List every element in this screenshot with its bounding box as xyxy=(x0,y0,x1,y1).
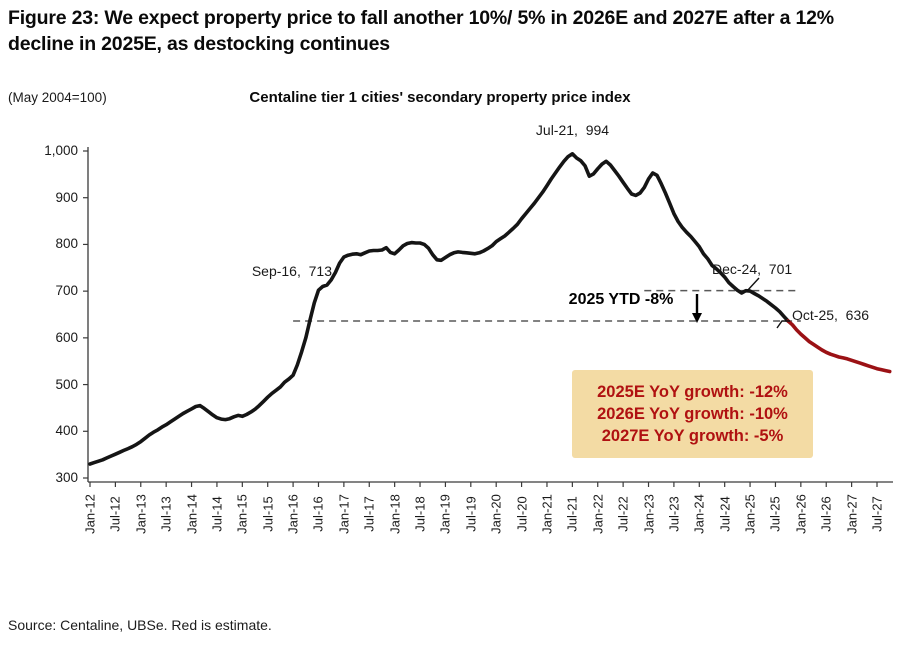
x-tick-label-Jan-22: Jan-22 xyxy=(590,494,606,534)
annotation-sep16: Sep-16, 713 xyxy=(251,263,332,279)
x-tick-label-Jul-27: Jul-27 xyxy=(869,496,885,532)
x-tick-label-Jul-23: Jul-23 xyxy=(666,496,682,532)
x-tick-label-Jul-15: Jul-15 xyxy=(260,496,276,532)
x-tick-label-Jul-19: Jul-19 xyxy=(463,496,479,532)
chart-title: Centaline tier 1 cities' secondary prope… xyxy=(249,89,631,106)
x-tick-label-Jul-18: Jul-18 xyxy=(412,496,428,532)
source-note: Source: Centaline, UBSe. Red is estimate… xyxy=(8,617,272,633)
y-tick-label-400: 400 xyxy=(55,423,78,439)
annotation-dec24: Dec-24, 701 xyxy=(712,261,793,277)
estimate-line-2026: 2026E YoY growth: -10% xyxy=(597,405,788,423)
x-tick-label-Jan-18: Jan-18 xyxy=(387,494,403,534)
y-tick-label-800: 800 xyxy=(55,236,78,252)
x-axis-ticks xyxy=(89,482,878,487)
y-tick-label-1000: 1,000 xyxy=(44,143,78,158)
x-tick-label-Jan-21: Jan-21 xyxy=(539,494,555,534)
x-tick-label-Jan-12: Jan-12 xyxy=(82,494,98,534)
x-tick-label-Jan-13: Jan-13 xyxy=(133,494,149,534)
y-tick-label-300: 300 xyxy=(55,470,78,485)
series-estimate-line xyxy=(786,319,892,374)
y-tick-label-900: 900 xyxy=(55,189,78,205)
axis-unit-note: (May 2004=100) xyxy=(8,90,107,105)
x-tick-label-Jul-14: Jul-14 xyxy=(209,496,225,532)
x-tick-label-Jan-19: Jan-19 xyxy=(437,494,453,534)
x-tick-label-Jan-27: Jan-27 xyxy=(844,494,860,534)
x-tick-label-Jul-24: Jul-24 xyxy=(717,496,733,532)
x-tick-label-Jan-15: Jan-15 xyxy=(234,494,250,534)
estimate-line-2027: 2027E YoY growth: -5% xyxy=(601,427,784,445)
x-tick-label-Jul-26: Jul-26 xyxy=(818,496,834,532)
figure-title: Figure 23: We expect property price to f… xyxy=(8,7,834,55)
y-axis-ticks xyxy=(83,150,88,479)
x-tick-label-Jul-16: Jul-16 xyxy=(310,496,326,532)
y-tick-label-700: 700 xyxy=(55,283,78,299)
estimate-growth-box: 2025E YoY growth: -12% 2026E YoY growth:… xyxy=(572,370,813,458)
x-tick-label-Jan-14: Jan-14 xyxy=(184,494,200,534)
x-tick-label-Jul-12: Jul-12 xyxy=(107,496,123,532)
annotation-2025-ytd: 2025 YTD -8% xyxy=(568,291,674,308)
x-tick-label-Jan-24: Jan-24 xyxy=(691,494,707,534)
x-tick-label-Jul-20: Jul-20 xyxy=(514,496,530,532)
x-tick-label-Jul-13: Jul-13 xyxy=(158,496,174,532)
x-tick-label-Jul-22: Jul-22 xyxy=(615,496,631,532)
x-tick-label-Jan-16: Jan-16 xyxy=(285,494,301,534)
y-tick-label-600: 600 xyxy=(55,329,78,345)
x-tick-label-Jul-25: Jul-25 xyxy=(767,496,783,532)
annotation-peak-jul21: Jul-21, 994 xyxy=(535,122,610,138)
x-tick-label-Jan-20: Jan-20 xyxy=(488,494,504,534)
x-tick-label-Jul-21: Jul-21 xyxy=(564,496,580,532)
annotation-oct25: Oct-25, 636 xyxy=(792,307,870,323)
y-tick-label-500: 500 xyxy=(55,376,78,392)
x-tick-label-Jan-25: Jan-25 xyxy=(742,494,758,534)
x-tick-label-Jul-17: Jul-17 xyxy=(361,496,377,532)
ytd-down-arrow xyxy=(692,294,702,323)
x-tick-label-Jan-17: Jan-17 xyxy=(336,494,352,534)
x-tick-label-Jan-23: Jan-23 xyxy=(641,494,657,534)
estimate-line-2025: 2025E YoY growth: -12% xyxy=(597,383,788,401)
dec24-leader-line xyxy=(746,277,760,292)
x-tick-label-Jan-26: Jan-26 xyxy=(793,494,809,534)
series-actual-line xyxy=(88,152,790,466)
oct25-leader-mark xyxy=(776,320,790,329)
dashed-guide-lines xyxy=(293,289,801,322)
